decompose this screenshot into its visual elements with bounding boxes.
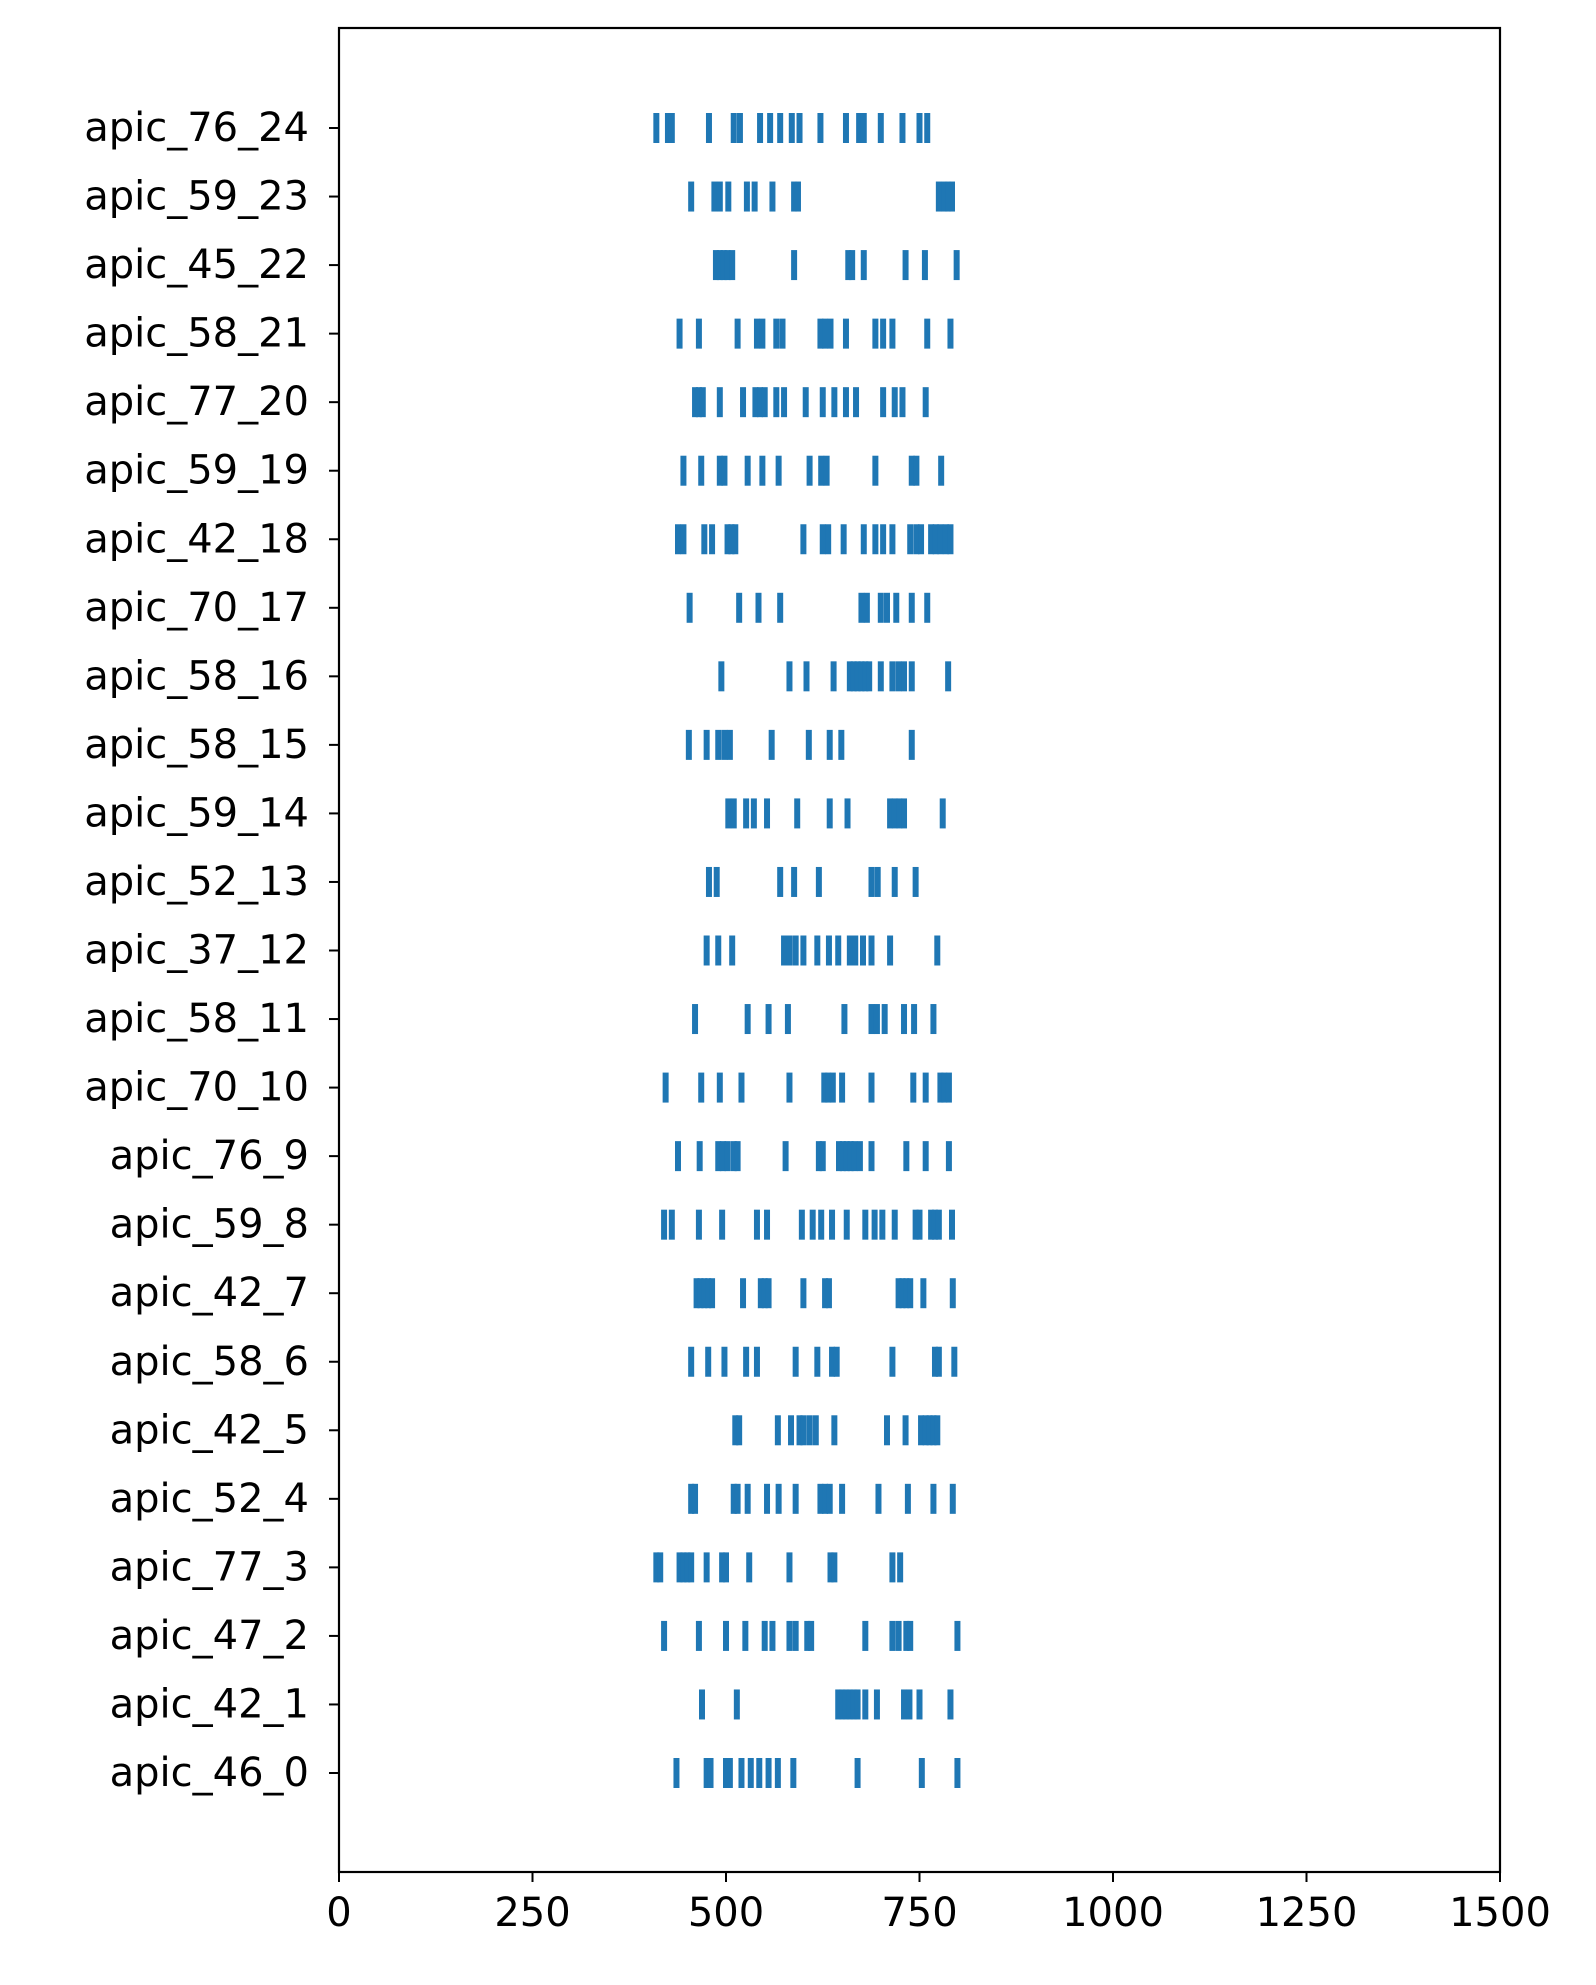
y-tick-label: apic_47_2: [110, 1613, 309, 1659]
y-tick-label: apic_58_11: [84, 996, 309, 1042]
x-tick-label: 1000: [1062, 1890, 1164, 1936]
y-tick-label: apic_42_7: [110, 1270, 309, 1316]
y-tick-label: apic_77_20: [84, 379, 309, 425]
y-tick-label: apic_59_8: [110, 1202, 309, 1248]
y-tick-label: apic_59_23: [84, 174, 309, 220]
y-tick-label: apic_45_22: [84, 242, 309, 288]
x-tick-label: 750: [881, 1890, 957, 1936]
x-tick-label: 0: [326, 1890, 351, 1936]
y-tick-label: apic_70_17: [84, 585, 309, 631]
y-tick-label: apic_58_21: [84, 311, 309, 357]
y-tick-label: apic_77_3: [110, 1544, 309, 1590]
y-axis: apic_46_0 apic_42_1 apic_47_2 apic_77_3 apic…: [84, 105, 339, 1796]
y-tick-label: apic_52_13: [84, 859, 309, 905]
y-tick-label: apic_37_12: [84, 928, 309, 974]
y-tick-label: apic_42_18: [84, 516, 309, 562]
y-tick-label: apic_59_14: [84, 790, 309, 836]
plot-area: [339, 28, 1500, 1872]
x-tick-label: 500: [688, 1890, 764, 1936]
x-tick-label: 250: [494, 1890, 570, 1936]
y-tick-label: apic_58_15: [84, 722, 309, 768]
y-tick-label: apic_70_10: [84, 1065, 309, 1111]
y-tick-label: apic_59_19: [84, 448, 309, 494]
y-tick-label: apic_76_9: [110, 1133, 309, 1179]
y-tick-label: apic_46_0: [110, 1750, 309, 1796]
y-tick-label: apic_58_16: [84, 653, 309, 699]
y-tick-label: apic_42_1: [110, 1681, 309, 1727]
y-tick-label: apic_52_4: [110, 1476, 309, 1522]
x-tick-label: 1250: [1256, 1890, 1358, 1936]
event-marks-layer: [653, 113, 961, 1788]
y-tick-label: apic_58_6: [110, 1339, 309, 1385]
y-tick-label: apic_76_24: [84, 105, 309, 151]
x-axis: 0 250 500 750 1000 1250 1500: [326, 1872, 1551, 1936]
x-tick-label: 1500: [1449, 1890, 1551, 1936]
y-tick-label: apic_42_5: [110, 1407, 309, 1453]
